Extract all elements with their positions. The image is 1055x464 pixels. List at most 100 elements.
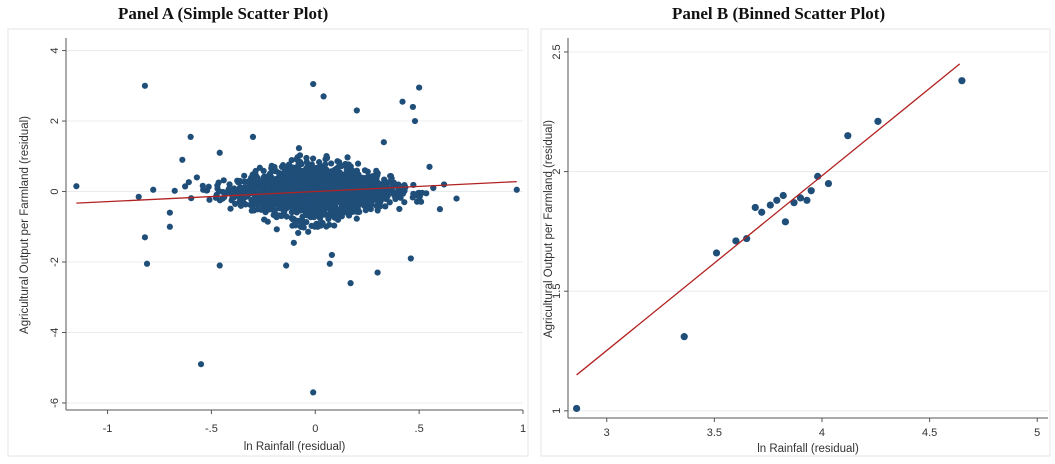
- scatter-point: [335, 211, 343, 219]
- scatter-point: [273, 226, 280, 233]
- scatter-point: [216, 149, 223, 156]
- scatter-point: [242, 201, 249, 208]
- scatter-point: [193, 174, 200, 181]
- scatter-point: [272, 168, 280, 175]
- scatter-point: [270, 202, 277, 209]
- scatter-point: [314, 198, 321, 205]
- panel-a-title: Panel A (Simple Scatter Plot): [118, 4, 329, 23]
- x-tick-label: -.5: [205, 423, 218, 435]
- y-tick-label: 4: [49, 48, 61, 54]
- scatter-point: [766, 201, 774, 209]
- scatter-point: [236, 184, 244, 191]
- scatter-point: [308, 198, 315, 205]
- scatter-point: [341, 174, 348, 181]
- scatter-point: [844, 132, 852, 140]
- scatter-point: [216, 262, 223, 269]
- x-tick-label: 3.5: [707, 427, 722, 439]
- scatter-point: [340, 208, 347, 215]
- scatter-point: [340, 180, 348, 187]
- scatter-point: [199, 182, 206, 189]
- scatter-point: [331, 222, 338, 229]
- scatter-point: [396, 205, 403, 213]
- scatter-point: [253, 176, 260, 183]
- scatter-point: [401, 199, 408, 206]
- scatter-point: [298, 169, 305, 176]
- scatter-point: [246, 180, 253, 187]
- scatter-point: [276, 200, 283, 207]
- scatter-point: [361, 167, 369, 174]
- scatter-point: [345, 201, 352, 208]
- scatter-point: [380, 139, 387, 146]
- scatter-point: [339, 198, 347, 205]
- scatter-point: [414, 192, 421, 199]
- scatter-point: [803, 196, 811, 204]
- scatter-point: [353, 215, 360, 222]
- scatter-point: [732, 237, 740, 245]
- scatter-point: [361, 182, 368, 189]
- scatter-point: [387, 172, 394, 180]
- panel-a: -6 -4 -2 0 2 4 -1 -.5 0 .5 1 ln Rainfall (residual)…: [7, 28, 529, 457]
- scatter-point: [323, 153, 330, 160]
- y-axis-title: Agricultural Output per Farmland (residu…: [19, 116, 31, 334]
- scatter-point: [290, 239, 297, 246]
- scatter-point: [385, 190, 392, 198]
- scatter-point: [293, 156, 300, 163]
- scatter-point: [326, 260, 333, 267]
- scatter-point: [262, 205, 269, 212]
- x-tick-label: 3: [604, 427, 610, 439]
- scatter-point: [310, 214, 318, 221]
- scatter-point: [247, 201, 254, 208]
- scatter-point: [295, 229, 302, 237]
- scatter-point: [381, 176, 388, 183]
- scatter-point: [216, 197, 224, 204]
- scatter-point: [303, 154, 310, 162]
- scatter-point: [270, 183, 277, 190]
- scatter-point: [293, 165, 301, 172]
- scatter-point: [874, 117, 882, 125]
- scatter-point: [214, 185, 221, 192]
- scatter-point: [348, 167, 356, 174]
- scatter-point: [411, 117, 419, 125]
- y-tick-label: -4: [49, 328, 61, 338]
- fit-line: [76, 181, 517, 204]
- scatter-point: [264, 218, 271, 225]
- scatter-point: [141, 82, 149, 89]
- scatter-point: [391, 180, 398, 187]
- scatter-point: [309, 155, 317, 162]
- scatter-point: [370, 195, 377, 203]
- scatter-point: [241, 178, 248, 185]
- scatter-point: [320, 93, 327, 100]
- scatter-point: [712, 249, 721, 257]
- scatter-point: [386, 179, 393, 186]
- scatter-point: [288, 180, 296, 187]
- scatter-point: [426, 163, 433, 170]
- scatter-point: [252, 197, 260, 204]
- scatter-point: [150, 186, 157, 193]
- scatter-point: [310, 80, 317, 88]
- scatter-point: [141, 234, 149, 241]
- y-tick-label: 0: [49, 188, 61, 194]
- scatter-point: [312, 179, 320, 186]
- scatter-point: [325, 214, 332, 222]
- scatter-point: [318, 191, 325, 198]
- scatter-point: [355, 196, 362, 203]
- scatter-point: [336, 193, 343, 200]
- scatter-point: [256, 184, 263, 191]
- scatter-point: [355, 201, 362, 208]
- scatter-point: [260, 198, 267, 206]
- scatter-point: [278, 163, 286, 171]
- scatter-point: [226, 181, 233, 188]
- scatter-point: [289, 222, 296, 229]
- scatter-point: [323, 223, 330, 230]
- scatter-point: [250, 207, 258, 214]
- scatter-point: [346, 180, 353, 187]
- y-tick-label: 2: [49, 118, 61, 124]
- x-tick-label: 4: [819, 427, 825, 439]
- scatter-point: [260, 175, 267, 182]
- y-tick-label: 2: [551, 169, 563, 175]
- scatter-point: [453, 195, 460, 202]
- scatter-point: [328, 160, 335, 167]
- scatter-point: [185, 179, 192, 186]
- scatter-point: [215, 179, 222, 186]
- scatter-point: [225, 185, 232, 193]
